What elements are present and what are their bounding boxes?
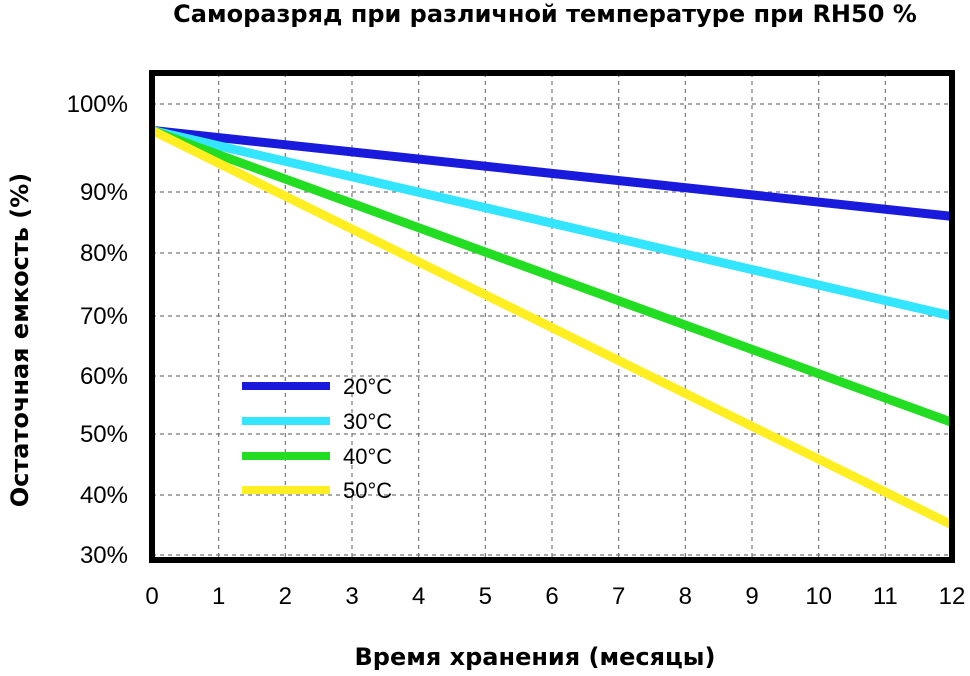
- x-axis-label: Время хранения (месяцы): [355, 643, 716, 671]
- series-line-0: [151, 125, 953, 221]
- series-lines: [150, 125, 954, 530]
- y-tick-label: 40%: [80, 482, 128, 509]
- plot-frame: [149, 70, 955, 563]
- legend-label-2: 40°C: [343, 444, 392, 469]
- x-tick-label: 6: [545, 583, 558, 610]
- grid: [152, 73, 952, 560]
- legend-label-0: 20°C: [343, 374, 392, 399]
- x-tick-label: 2: [279, 583, 292, 610]
- y-tick-labels: 100% 90% 80% 70% 60% 50% 40% 30%: [67, 91, 128, 569]
- y-tick-label: 60%: [80, 363, 128, 390]
- y-tick-label: 100%: [67, 91, 128, 118]
- legend: 20°C 30°C 40°C 50°C: [242, 374, 392, 503]
- x-tick-label: 10: [805, 583, 832, 610]
- x-tick-label: 3: [345, 583, 358, 610]
- x-tick-label: 12: [939, 583, 966, 610]
- x-tick-label: 0: [145, 583, 158, 610]
- legend-label-3: 50°C: [343, 478, 392, 503]
- x-tick-label: 8: [679, 583, 692, 610]
- x-tick-label: 4: [412, 583, 425, 610]
- y-tick-label: 90%: [80, 179, 128, 206]
- series-line-1: [150, 126, 954, 321]
- y-tick-label: 70%: [80, 303, 128, 330]
- x-tick-label: 9: [745, 583, 758, 610]
- y-tick-label: 80%: [80, 240, 128, 267]
- x-tick-labels: 0 1 2 3 4 5 6 7 8 9 10 11 12: [145, 583, 965, 610]
- chart-title: Саморазряд при различной температуре при…: [173, 0, 917, 28]
- y-tick-label: 50%: [80, 421, 128, 448]
- x-tick-label: 11: [873, 583, 898, 610]
- y-axis-label: Остаточная емкость (%): [6, 173, 34, 507]
- x-tick-label: 7: [612, 583, 625, 610]
- legend-label-1: 30°C: [343, 409, 392, 434]
- series-line-2: [150, 126, 954, 427]
- series-line-3: [150, 126, 954, 530]
- x-tick-label: 5: [479, 583, 492, 610]
- y-tick-label: 30%: [80, 542, 128, 569]
- x-tick-label: 1: [212, 583, 225, 610]
